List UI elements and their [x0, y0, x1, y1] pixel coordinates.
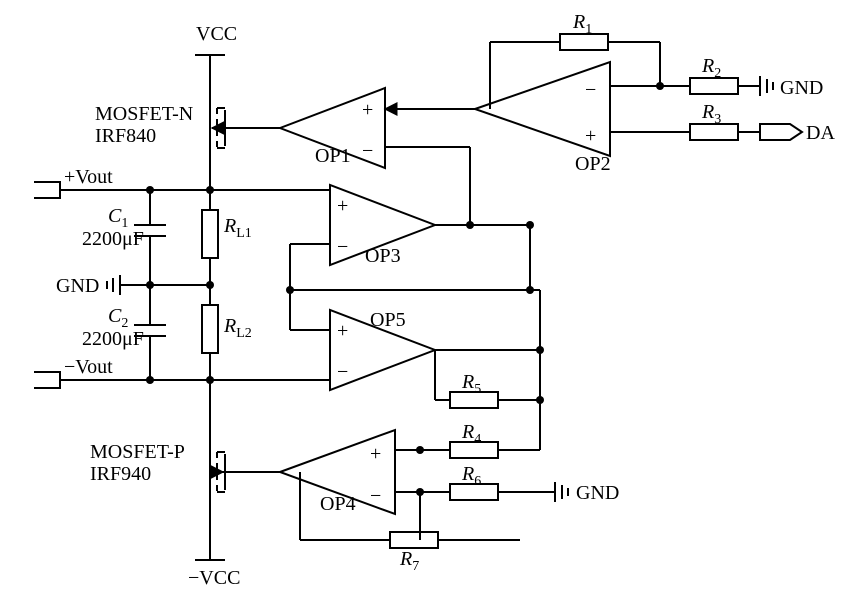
- op4-label: OP4: [320, 493, 356, 515]
- mosfet-p: [210, 452, 280, 500]
- svg-text:+: +: [337, 195, 348, 217]
- rl2-label: RL2: [223, 315, 252, 341]
- svg-text:−: −: [370, 485, 381, 507]
- da-label: DA: [806, 122, 835, 144]
- svg-text:−: −: [585, 79, 596, 101]
- resistor-rl2: [202, 285, 218, 380]
- vcc-label: VCC: [196, 23, 237, 45]
- gnd-r2-icon: [760, 76, 773, 96]
- svg-text:−: −: [337, 361, 348, 383]
- op1-label: OP1: [315, 145, 351, 167]
- op2-label: OP2: [575, 153, 611, 175]
- rl1-label: RL1: [223, 215, 252, 241]
- svg-text:+: +: [370, 443, 381, 465]
- gnd-mid-icon: [107, 275, 120, 295]
- gnd-r6-icon: [555, 482, 568, 502]
- resistor-rl1: [202, 190, 218, 285]
- mosfet-p-label1: MOSFET-P: [90, 441, 185, 463]
- gnd-r6-label: GND: [576, 482, 619, 504]
- gnd-mid-label: GND: [56, 275, 99, 297]
- pvout-label: +Vout: [64, 166, 113, 188]
- mosfet-n: [210, 100, 280, 190]
- resistor-r7: [390, 532, 438, 548]
- svg-text:+: +: [362, 99, 373, 121]
- svg-text:+: +: [337, 320, 348, 342]
- r7-label: R7: [399, 548, 419, 574]
- svg-text:−: −: [337, 236, 348, 258]
- mosfet-p-label2: IRF940: [90, 463, 151, 485]
- op5-label: OP5: [370, 309, 406, 331]
- mvout-label: −Vout: [64, 356, 113, 378]
- c2-val: 2200μF: [82, 328, 144, 350]
- minus-vcc-label: −VCC: [188, 567, 240, 589]
- svg-text:−: −: [362, 140, 373, 162]
- mosfet-n-label2: IRF840: [95, 125, 156, 147]
- gnd-r2-label: GND: [780, 77, 823, 99]
- opamp-op2: − +: [475, 62, 610, 156]
- mosfet-n-label1: MOSFET-N: [95, 103, 193, 125]
- c1-val: 2200μF: [82, 228, 144, 250]
- op3-label: OP3: [365, 245, 401, 267]
- svg-text:+: +: [585, 125, 596, 147]
